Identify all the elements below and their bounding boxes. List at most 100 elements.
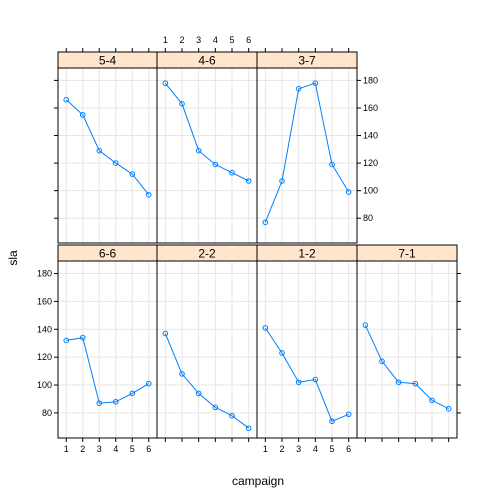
series-line-7-1: [364, 324, 449, 410]
data-point: [112, 398, 119, 405]
y-tick-label: 120: [363, 158, 378, 168]
data-point: [329, 418, 335, 425]
x-tick-label: 3: [97, 444, 102, 454]
data-point: [329, 161, 335, 168]
y-tick-label: 120: [37, 352, 52, 362]
data-point: [79, 334, 86, 341]
series-line-5-4: [65, 99, 150, 196]
x-axis-label: campaign: [232, 474, 284, 488]
x-tick-label: 5: [130, 444, 135, 454]
panels-layer: 6-6 2-2 1-2 7-1 5-4 4-6 3-7: [57, 51, 458, 439]
series-line-6-6: [66, 337, 150, 404]
y-tick-label: 80: [42, 408, 52, 418]
data-point: [162, 80, 169, 86]
y-tick-label: 140: [363, 131, 378, 141]
x-tick-label: 3: [196, 35, 201, 45]
data-point: [312, 376, 319, 383]
panel-grid: [357, 261, 457, 438]
series-line-2-2: [164, 333, 249, 429]
data-point: [112, 160, 119, 166]
data-point: [162, 330, 169, 337]
x-tick-label: 5: [229, 35, 234, 45]
data-point: [145, 191, 152, 198]
panel-strip-label: 2-2: [198, 247, 216, 261]
panel-grid: [257, 261, 357, 438]
data-point: [362, 322, 369, 328]
panel-2-2: 2-2: [156, 244, 258, 439]
data-point: [445, 405, 452, 412]
data-point: [312, 80, 319, 86]
data-point: [279, 178, 285, 184]
data-point: [179, 371, 185, 377]
y-tick-label: 140: [37, 324, 52, 334]
data-point: [412, 380, 419, 387]
y-tick-label: 100: [363, 186, 378, 196]
x-tick-label: 2: [179, 35, 184, 45]
series-line-4-6: [164, 82, 249, 182]
y-tick-label: 160: [363, 103, 378, 113]
panel-grid: [157, 261, 257, 438]
data-point: [79, 112, 86, 118]
data-point: [96, 147, 103, 154]
data-point: [295, 85, 302, 92]
data-point: [379, 358, 385, 365]
panel-1-2: 1-2: [256, 244, 358, 439]
y-tick-label: 180: [363, 75, 378, 85]
data-point: [212, 404, 219, 411]
data-point: [179, 101, 185, 107]
x-tick-label: 1: [64, 444, 69, 454]
x-tick-label: 4: [113, 444, 118, 454]
data-point: [96, 400, 103, 406]
data-point: [63, 337, 70, 344]
data-point: [195, 390, 202, 397]
y-tick-label: 100: [37, 380, 52, 390]
y-tick-label: 180: [37, 269, 52, 279]
panel-strip-label: 1-2: [298, 247, 316, 261]
panel-4-6: 4-6: [156, 51, 258, 244]
data-point: [129, 390, 136, 397]
series-line-1-2: [264, 327, 349, 422]
data-point: [429, 397, 435, 404]
panel-strip-label: 5-4: [99, 54, 117, 68]
data-point: [345, 411, 352, 418]
panel-grid: [257, 68, 357, 243]
x-tick-label: 1: [163, 35, 168, 45]
panel-grid: [58, 261, 157, 438]
data-point: [129, 171, 136, 177]
x-tick-label: 4: [213, 35, 218, 45]
panel-strip-label: 7-1: [398, 247, 416, 261]
x-tick-label: 6: [246, 35, 251, 45]
data-point: [345, 189, 352, 195]
data-point: [262, 219, 269, 226]
x-tick-label: 5: [329, 444, 334, 454]
data-point: [229, 412, 235, 419]
y-tick-label: 80: [363, 213, 373, 223]
panel-6-6: 6-6: [57, 244, 158, 439]
axes-layer: 1 2 3 4 5 6 1 2 3 4 5 6 1 2 3 4 5 6 80 100 120 140 160 180 80 100…: [37, 35, 461, 454]
panel-7-1: 7-1: [356, 244, 458, 439]
data-point: [212, 161, 219, 168]
panel-grid: [157, 68, 257, 243]
y-axis-label: sla: [6, 250, 20, 266]
x-tick-label: 6: [146, 444, 151, 454]
x-tick-label: 2: [80, 444, 85, 454]
panel-strip-label: 6-6: [99, 247, 117, 261]
data-point: [63, 96, 70, 103]
x-tick-label: 6: [346, 444, 351, 454]
data-point: [279, 350, 285, 356]
data-point: [395, 379, 402, 386]
y-tick-label: 160: [37, 296, 52, 306]
x-tick-label: 4: [313, 444, 318, 454]
data-point: [295, 379, 302, 386]
data-point: [229, 169, 235, 176]
data-point: [245, 178, 252, 184]
panel-3-7: 3-7: [256, 51, 358, 244]
panel-strip-label: 3-7: [298, 54, 316, 68]
data-point: [145, 380, 152, 387]
data-point: [195, 147, 202, 154]
series-line-3-7: [264, 82, 350, 223]
x-tick-label: 2: [279, 444, 284, 454]
panel-grid: [58, 68, 157, 243]
panel-frame: [356, 244, 458, 439]
